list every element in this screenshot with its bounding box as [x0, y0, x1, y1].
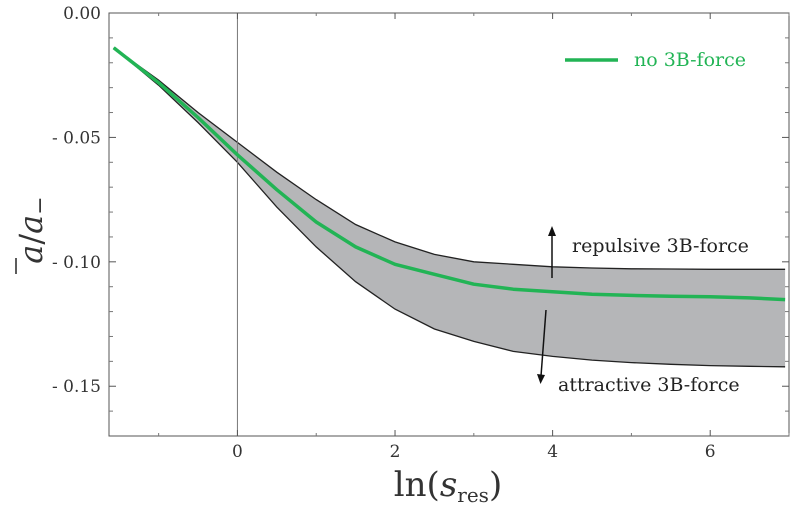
x-axis-title-base: ln(: [394, 465, 440, 505]
y-tick-label: 0.00: [63, 4, 101, 24]
x-tick-label: 0: [232, 442, 243, 462]
plot-frame: [108, 12, 790, 437]
x-tick-label: 6: [705, 442, 716, 462]
x-axis-title-var: s: [440, 465, 457, 505]
y-axis-title-den-sub: −: [28, 196, 53, 214]
y-axis-title-num: a: [12, 245, 50, 264]
y-tick-label: - 0.05: [52, 128, 101, 148]
band-fill: [113, 47, 786, 367]
y-axis-title-den: a: [12, 215, 50, 234]
repulsive-arrow: [548, 226, 556, 278]
y-tick-label: - 0.10: [52, 253, 101, 273]
legend: no 3B-force: [565, 49, 746, 71]
y-tick-label: - 0.15: [52, 377, 101, 397]
x-tick-label: 2: [390, 442, 401, 462]
attractive-annotation: attractive 3B-force: [558, 374, 740, 396]
x-axis-title-close: ): [489, 465, 502, 505]
band-upper-bound: [113, 47, 786, 270]
y-axis-title: a/a−: [12, 196, 53, 274]
x-axis-title-sub: res: [457, 483, 489, 506]
band-lower-bound: [113, 47, 786, 368]
repulsive-annotation: repulsive 3B-force: [572, 235, 749, 257]
legend-label-no-3b-force: no 3B-force: [634, 49, 746, 71]
x-axis-title: ln(sres): [394, 465, 502, 506]
series-line-0: [112, 46, 786, 302]
series-layer: [112, 46, 786, 302]
attractive-arrow: [537, 309, 547, 384]
uncertainty-band: [113, 47, 786, 368]
ticks-layer: 0 2 4 6 0.00 - 0.05 - 0.10 - 0.15: [52, 4, 790, 462]
svg-text:a/a−: a/a−: [12, 196, 53, 263]
x-tick-label: 4: [547, 442, 558, 462]
